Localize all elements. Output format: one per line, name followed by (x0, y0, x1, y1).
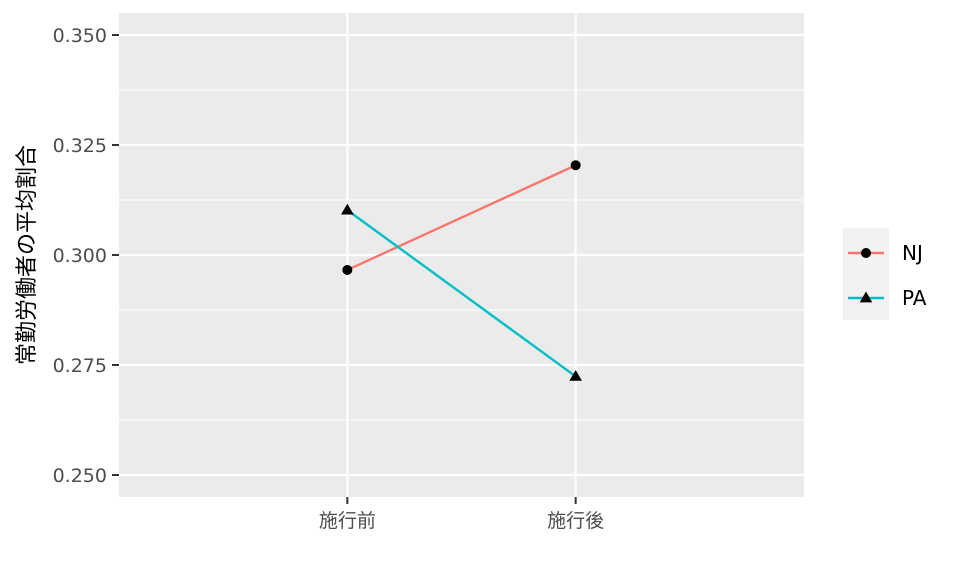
legend-label-nj: NJ (902, 241, 923, 265)
legend-label-pa: PA (902, 286, 927, 310)
data-point-nj (342, 264, 353, 275)
data-point-nj (570, 160, 581, 171)
x-axis: 施行前 施行後 (319, 497, 604, 532)
legend-key-marker-nj (861, 248, 871, 258)
legend-key-marker-pa (859, 291, 873, 303)
series-line-pa (346, 209, 577, 378)
y-tick-label: 0.300 (53, 245, 107, 267)
y-tick-label: 0.250 (53, 465, 107, 487)
legend-background (843, 228, 889, 320)
major-gridlines (119, 13, 804, 497)
data-point-pa (341, 203, 354, 215)
series-line-nj (346, 164, 577, 272)
y-axis-title: 常勤労働者の平均割合 (15, 145, 40, 365)
y-axis: 0.250 0.275 0.300 0.325 0.350 (53, 25, 119, 487)
minor-gridlines (119, 89, 804, 421)
data-point-pa (569, 369, 582, 381)
x-tick-label: 施行後 (547, 510, 604, 532)
y-tick-label: 0.325 (53, 135, 107, 157)
y-tick-label: 0.275 (53, 355, 107, 377)
legend: NJ PA (843, 228, 927, 320)
y-tick-label: 0.350 (53, 25, 107, 47)
series-layer (341, 160, 582, 381)
x-tick-label: 施行前 (319, 510, 376, 532)
